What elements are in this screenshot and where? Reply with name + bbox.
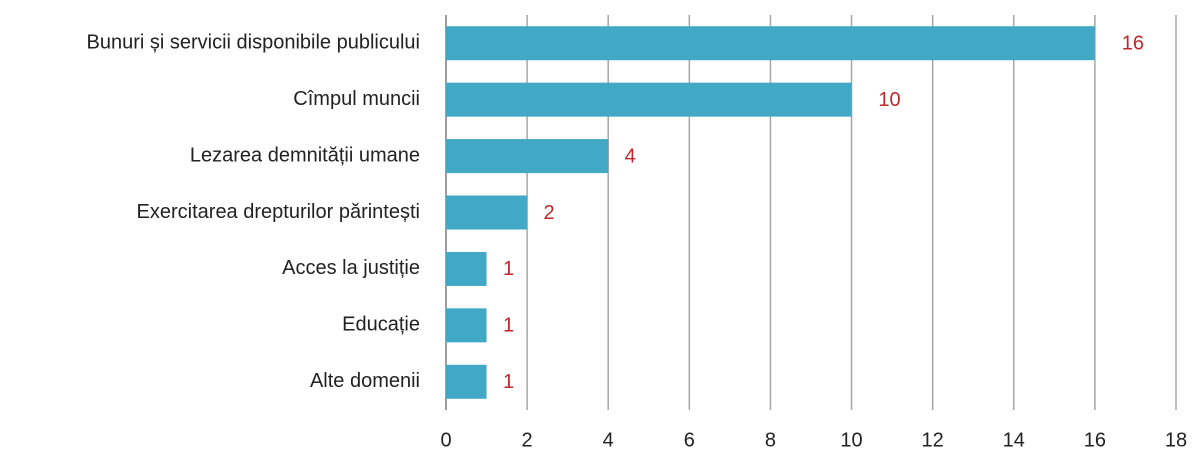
- x-tick-label: 2: [522, 429, 533, 451]
- y-tick-label: Alte domenii: [310, 370, 420, 392]
- bar: [446, 308, 487, 343]
- bar: [446, 139, 609, 174]
- x-tick-label: 18: [1165, 429, 1187, 451]
- x-tick-label: 6: [684, 429, 695, 451]
- value-label: 1: [503, 315, 514, 337]
- x-tick-label: 8: [765, 429, 776, 451]
- value-label: 16: [1122, 32, 1144, 54]
- x-tick-label: 0: [440, 429, 451, 451]
- value-label: 1: [503, 371, 514, 393]
- y-tick-label: Cîmpul muncii: [293, 88, 420, 110]
- value-label: 10: [878, 89, 900, 111]
- value-label: 1: [503, 258, 514, 280]
- x-tick-label: 4: [603, 429, 614, 451]
- y-tick-label: Exercitarea drepturilor părintești: [137, 201, 420, 223]
- bar: [446, 82, 852, 117]
- bar: [446, 364, 487, 399]
- y-tick-label: Bunuri și servicii disponibile publiculu…: [87, 31, 421, 53]
- x-tick-label: 16: [1084, 429, 1106, 451]
- y-tick-label: Acces la justiție: [282, 257, 420, 279]
- value-label: 4: [625, 145, 636, 167]
- value-label: 2: [544, 202, 555, 224]
- y-tick-label: Lezarea demnității umane: [190, 144, 420, 166]
- x-tick-label: 10: [840, 429, 862, 451]
- y-tick-label: Educație: [342, 314, 420, 336]
- bar: [446, 251, 487, 286]
- bar: [446, 195, 528, 230]
- x-tick-label: 12: [922, 429, 944, 451]
- bar: [446, 26, 1095, 61]
- x-tick-label: 14: [1003, 429, 1025, 451]
